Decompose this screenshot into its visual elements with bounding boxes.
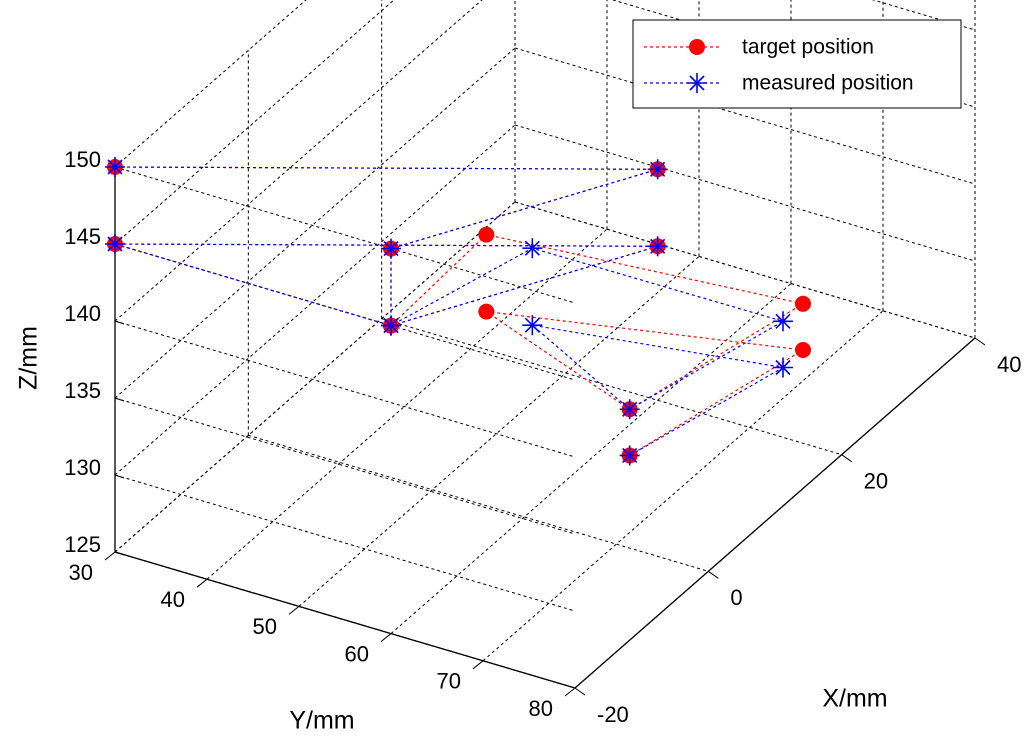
series-line-1 xyxy=(114,166,785,457)
legend-target-marker xyxy=(689,39,705,55)
y-tick-label: 80 xyxy=(529,696,553,721)
grid-line xyxy=(390,283,792,634)
grid-line xyxy=(514,124,976,262)
grid-line xyxy=(114,0,307,168)
y-tick-mark xyxy=(380,633,392,642)
measured-point xyxy=(381,315,401,336)
y-tick-label: 50 xyxy=(253,614,277,639)
y-tick-label: 30 xyxy=(69,560,93,585)
x-tick-label: -20 xyxy=(597,702,629,727)
x-axis-title: X/mm xyxy=(822,685,887,713)
z-tick-label: 140 xyxy=(64,301,101,326)
measured-point xyxy=(773,357,793,378)
measured-point xyxy=(522,238,543,259)
grid-line xyxy=(514,201,976,339)
tick-labels: -20 0 20 40 30 40 50 60 70 80 125 130 135 140 145 150 xyxy=(64,147,1021,727)
legend-box xyxy=(632,19,962,109)
y-tick-mark xyxy=(104,551,116,561)
grid-line xyxy=(114,201,516,553)
measured-point xyxy=(647,159,668,180)
x-tick-mark xyxy=(841,454,852,463)
y-tick-label: 70 xyxy=(437,669,461,694)
grid-line xyxy=(114,124,516,476)
x-tick-label: 40 xyxy=(997,352,1021,377)
measured-point xyxy=(381,238,401,259)
x-tick-mark xyxy=(574,687,586,696)
legend-measured-label: measured position xyxy=(742,72,914,95)
data-markers xyxy=(105,157,811,466)
grid-line xyxy=(114,397,576,535)
measured-point xyxy=(619,399,640,420)
y-tick-mark xyxy=(472,660,484,670)
z-tick-label: 145 xyxy=(64,224,101,249)
grid-line xyxy=(114,474,576,612)
z-tick-label: 150 xyxy=(64,147,101,172)
grid-line xyxy=(114,0,483,322)
grid-line xyxy=(114,320,576,458)
grid-line xyxy=(114,0,395,245)
z-tick-label: 130 xyxy=(64,455,101,480)
z-tick-mark xyxy=(114,320,125,325)
grid-line xyxy=(114,47,516,399)
x-axis-line xyxy=(574,337,976,689)
z-tick-mark xyxy=(114,551,125,556)
y-tick-label: 40 xyxy=(161,587,185,612)
target-point xyxy=(478,303,495,320)
legend-target-label: target position xyxy=(742,36,874,59)
series-line-0 xyxy=(114,166,805,457)
x-tick-mark xyxy=(974,337,986,346)
y-tick-mark xyxy=(288,606,300,615)
x-tick-label: 0 xyxy=(730,585,742,610)
grid-line xyxy=(248,434,709,572)
target-point xyxy=(795,342,811,358)
measured-point xyxy=(522,315,543,336)
z-tick-mark xyxy=(114,397,125,402)
grid-line xyxy=(514,47,976,185)
x-tick-label: 20 xyxy=(864,468,888,493)
z-tick-mark xyxy=(114,474,125,479)
measured-point xyxy=(105,157,125,177)
z-tick-label: 135 xyxy=(64,378,101,403)
measured-point xyxy=(105,234,125,254)
measured-point xyxy=(647,236,668,257)
grid-line xyxy=(514,201,976,339)
y-tick-label: 60 xyxy=(345,641,369,666)
grid-lines xyxy=(114,0,976,689)
grid-line xyxy=(381,318,842,456)
grid-line xyxy=(114,243,576,381)
target-point xyxy=(478,226,495,243)
y-tick-mark xyxy=(196,578,208,588)
grid-line xyxy=(482,310,884,662)
measured-point xyxy=(619,445,640,466)
y-axis-title: Y/mm xyxy=(289,707,354,735)
target-point xyxy=(795,295,811,312)
z-tick-label: 125 xyxy=(64,532,101,557)
legend: target position measured position xyxy=(632,19,962,109)
z-axis-title: Z/mm xyxy=(15,326,43,390)
grid-line xyxy=(114,166,576,304)
series-lines xyxy=(114,166,805,457)
grid-line xyxy=(298,256,700,607)
grid-line xyxy=(206,228,608,580)
legend-measured-marker xyxy=(687,73,707,93)
x-tick-mark xyxy=(708,570,719,579)
y-tick-mark xyxy=(564,687,576,697)
y-axis-line xyxy=(114,551,576,689)
measured-point xyxy=(773,311,793,332)
